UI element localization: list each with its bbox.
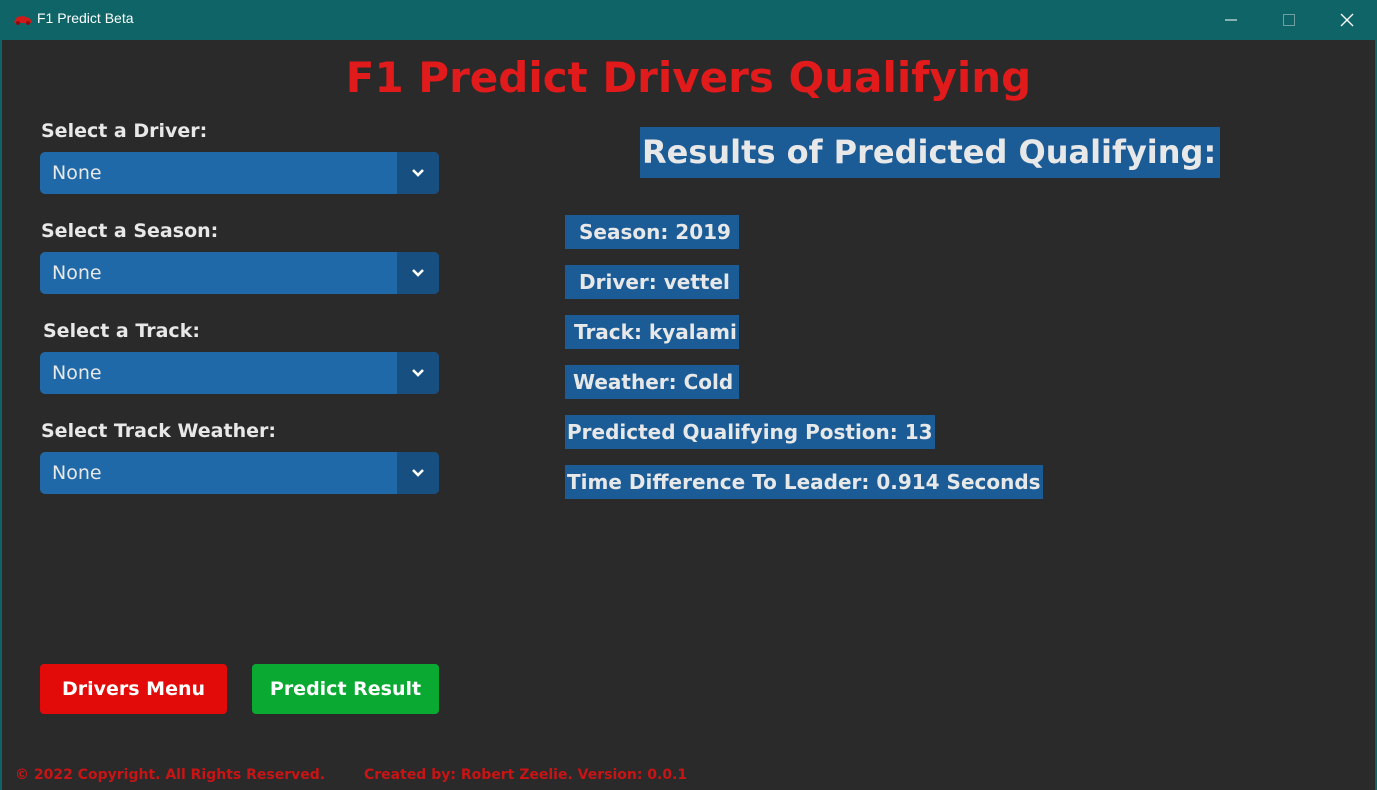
driver-dropdown[interactable]: None bbox=[40, 152, 439, 194]
predict-result-button[interactable]: Predict Result bbox=[252, 664, 439, 714]
chevron-down-icon bbox=[412, 169, 424, 177]
close-icon bbox=[1340, 13, 1354, 27]
close-button[interactable] bbox=[1334, 8, 1360, 32]
weather-dropdown-value: None bbox=[52, 462, 102, 484]
track-label: Select a Track: bbox=[43, 320, 200, 342]
track-dropdown-value: None bbox=[52, 362, 102, 384]
weather-label: Select Track Weather: bbox=[41, 420, 276, 442]
result-position: Predicted Qualifying Postion: 13 bbox=[565, 415, 935, 449]
season-dropdown-value: None bbox=[52, 262, 102, 284]
chevron-down-icon bbox=[412, 469, 424, 477]
maximize-icon bbox=[1283, 14, 1295, 26]
season-dropdown-toggle[interactable] bbox=[397, 252, 439, 294]
result-time-difference: Time Difference To Leader: 0.914 Seconds bbox=[565, 465, 1043, 499]
season-dropdown[interactable]: None bbox=[40, 252, 439, 294]
page-title: F1 Predict Drivers Qualifying bbox=[345, 53, 1032, 102]
driver-label: Select a Driver: bbox=[41, 120, 208, 142]
footer-copyright: © 2022 Copyright. All Rights Reserved. bbox=[15, 767, 326, 783]
weather-dropdown-toggle[interactable] bbox=[397, 452, 439, 494]
results-title: Results of Predicted Qualifying: bbox=[640, 127, 1221, 178]
driver-dropdown-toggle[interactable] bbox=[397, 152, 439, 194]
weather-dropdown[interactable]: None bbox=[40, 452, 439, 494]
f1-car-icon bbox=[14, 16, 32, 25]
maximize-button[interactable] bbox=[1276, 8, 1302, 32]
minimize-button[interactable] bbox=[1218, 8, 1244, 32]
window-title: F1 Predict Beta bbox=[37, 10, 134, 26]
track-dropdown-toggle[interactable] bbox=[397, 352, 439, 394]
track-dropdown[interactable]: None bbox=[40, 352, 439, 394]
driver-dropdown-value: None bbox=[52, 162, 102, 184]
drivers-menu-button[interactable]: Drivers Menu bbox=[40, 664, 227, 714]
season-label: Select a Season: bbox=[41, 220, 219, 242]
footer-credits: Created by: Robert Zeelie. Version: 0.0.… bbox=[364, 767, 688, 783]
result-driver: Driver: vettel bbox=[565, 265, 739, 299]
title-bar: F1 Predict Beta bbox=[0, 0, 1377, 40]
chevron-down-icon bbox=[412, 369, 424, 377]
chevron-down-icon bbox=[412, 269, 424, 277]
result-track: Track: kyalami bbox=[565, 315, 739, 349]
result-weather: Weather: Cold bbox=[565, 365, 739, 399]
minimize-icon bbox=[1225, 19, 1237, 21]
result-season: Season: 2019 bbox=[565, 215, 739, 249]
